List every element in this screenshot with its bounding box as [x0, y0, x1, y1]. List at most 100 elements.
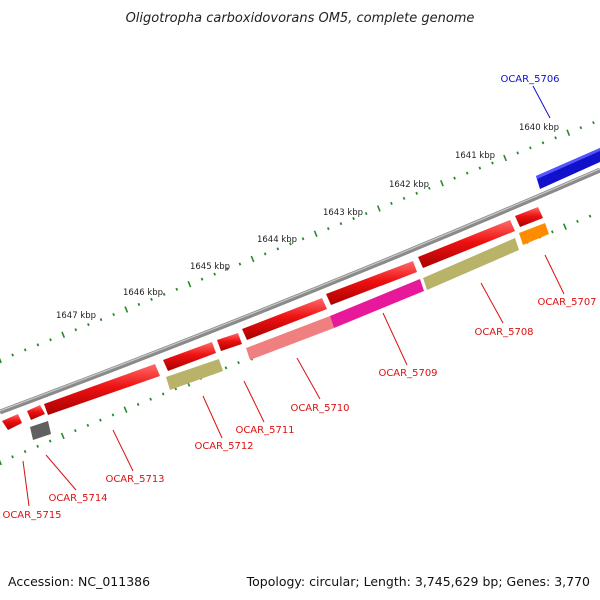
- scale-label-1646: 1646 kbp: [123, 288, 163, 298]
- outer-ruler-minor-tick: [200, 277, 204, 281]
- outer-ruler-minor-tick: [554, 136, 557, 140]
- gene-ocar-5706-highlight: [536, 148, 600, 179]
- inner-ruler-minor-tick: [161, 392, 165, 396]
- inner-ruler-major-tick: [0, 459, 2, 466]
- outer-ruler-minor-tick: [364, 211, 368, 216]
- inner-ruler-minor-tick: [48, 439, 52, 443]
- gene-ocar-5710[interactable]: [246, 316, 334, 360]
- gene-ocar-5708-upper[interactable]: [418, 220, 515, 268]
- inner-ruler-minor-tick: [23, 449, 27, 454]
- scale-label-1647: 1647 kbp: [56, 311, 96, 321]
- label-ocar-5710[interactable]: OCAR_5710: [290, 403, 349, 414]
- inner-ruler-minor-tick: [149, 397, 152, 401]
- outer-ruler-major-tick: [0, 357, 2, 364]
- outer-ruler-minor-tick: [352, 217, 355, 221]
- leader-ocar-5708: [480, 282, 504, 324]
- outer-ruler-major-tick: [440, 179, 444, 187]
- gene-ocar-5713[interactable]: [44, 364, 160, 415]
- gene-labels: OCAR_5706 OCAR_5707 OCAR_5708 OCAR_5709 …: [2, 74, 596, 521]
- gene-ocar-5715[interactable]: [2, 414, 22, 430]
- outer-ruler-major-tick: [566, 129, 571, 136]
- colored-gene-track: [30, 223, 549, 440]
- outer-ruler-minor-tick: [326, 227, 330, 231]
- leader-ocar-5715: [22, 460, 30, 507]
- outer-ruler-minor-tick: [592, 121, 595, 125]
- outer-ruler-minor-tick: [36, 343, 40, 347]
- inner-ruler-minor-tick: [551, 230, 554, 234]
- gene-ocar-5711-upper[interactable]: [217, 333, 242, 351]
- outer-ruler-major-tick: [376, 205, 381, 212]
- outer-ruler-minor-tick: [465, 171, 469, 175]
- scale-label-1640: 1640 kbp: [519, 123, 559, 133]
- gene-ocar-5714[interactable]: [30, 421, 51, 440]
- gene-ocar-5712[interactable]: [166, 359, 223, 390]
- leader-ocar-5711: [243, 380, 265, 423]
- inner-ruler-major-tick: [123, 406, 128, 413]
- outer-ruler-minor-tick: [74, 328, 78, 332]
- outer-ruler-minor-tick: [150, 297, 153, 301]
- inner-ruler-minor-tick: [136, 402, 140, 407]
- gene-ocar-5709-upper[interactable]: [326, 261, 417, 305]
- label-ocar-5706[interactable]: OCAR_5706: [500, 74, 559, 85]
- outer-ruler-minor-tick: [87, 323, 90, 327]
- inner-ruler-minor-tick: [73, 429, 77, 433]
- gene-ocar-5709[interactable]: [330, 279, 424, 328]
- leader-ocar-5712: [202, 395, 223, 439]
- outer-ruler-minor-tick: [339, 222, 343, 226]
- outer-ruler-minor-tick: [402, 196, 406, 200]
- inner-ruler-minor-tick: [11, 455, 14, 459]
- genome-summary-text: Topology: circular; Length: 3,745,629 bp…: [246, 574, 590, 589]
- label-ocar-5715[interactable]: OCAR_5715: [2, 510, 61, 521]
- genome-backbone-highlight: [0, 168, 600, 412]
- leader-ocar-5713: [112, 429, 134, 472]
- red-gene-track: [2, 207, 543, 430]
- label-ocar-5707[interactable]: OCAR_5707: [537, 297, 596, 308]
- inner-ruler-minor-tick: [588, 214, 592, 218]
- outer-ruler-major-tick: [187, 280, 192, 288]
- outer-ruler-minor-tick: [112, 313, 115, 317]
- outer-ruler-minor-tick: [579, 126, 583, 130]
- gene-ocar-5712-upper[interactable]: [163, 342, 216, 371]
- outer-ruler-minor-tick: [175, 287, 179, 291]
- map-title: Oligotropha carboxidovorans OM5, complet…: [126, 11, 475, 26]
- label-ocar-5708[interactable]: OCAR_5708: [474, 327, 533, 338]
- inner-ruler-minor-tick: [237, 361, 240, 365]
- scale-label-1642: 1642 kbp: [389, 180, 429, 190]
- outer-ruler-minor-tick: [238, 262, 242, 266]
- leader-ocar-5714: [45, 454, 77, 491]
- inner-ruler-minor-tick: [86, 423, 90, 427]
- genome-backbone: [0, 167, 600, 415]
- gene-ocar-5707[interactable]: [519, 223, 549, 245]
- gene-ocar-5713-segment-a[interactable]: [27, 405, 45, 420]
- label-ocar-5713[interactable]: OCAR_5713: [105, 474, 164, 485]
- accession-text: Accession: NC_011386: [8, 574, 150, 589]
- leader-ocar-5706: [532, 85, 551, 119]
- outer-ruler-minor-tick: [529, 146, 532, 150]
- inner-ruler-minor-tick: [99, 418, 102, 422]
- outer-ruler-minor-tick: [428, 186, 431, 190]
- outer-ruler-major-tick: [61, 331, 66, 339]
- outer-ruler-major-tick: [250, 255, 255, 263]
- outer-ruler-minor-tick: [390, 201, 393, 205]
- label-ocar-5712[interactable]: OCAR_5712: [194, 441, 253, 452]
- gene-ocar-5710-upper[interactable]: [242, 298, 327, 340]
- scale-label-1644: 1644 kbp: [257, 235, 297, 245]
- label-ocar-5711[interactable]: OCAR_5711: [235, 425, 294, 436]
- label-ocar-5714[interactable]: OCAR_5714: [48, 493, 107, 504]
- gene-ocar-5707-upper[interactable]: [515, 207, 543, 227]
- outer-ruler-minor-tick: [516, 151, 520, 155]
- outer-ruler-minor-tick: [491, 161, 494, 165]
- scale-label-1643: 1643 kbp: [323, 208, 363, 218]
- gene-ocar-5706[interactable]: [536, 148, 600, 189]
- outer-ruler-minor-tick: [23, 348, 27, 352]
- scale-label-1641: 1641 kbp: [455, 151, 495, 161]
- leader-ocar-5709: [382, 312, 408, 366]
- outer-ruler-minor-tick: [11, 353, 14, 357]
- outer-ruler-minor-tick: [137, 302, 141, 306]
- inner-ruler-minor-tick: [36, 444, 39, 448]
- label-ocar-5709[interactable]: OCAR_5709: [378, 368, 437, 379]
- gene-ocar-5708[interactable]: [423, 238, 519, 290]
- leader-ocar-5710: [296, 357, 321, 400]
- outer-ruler-minor-tick: [263, 252, 267, 256]
